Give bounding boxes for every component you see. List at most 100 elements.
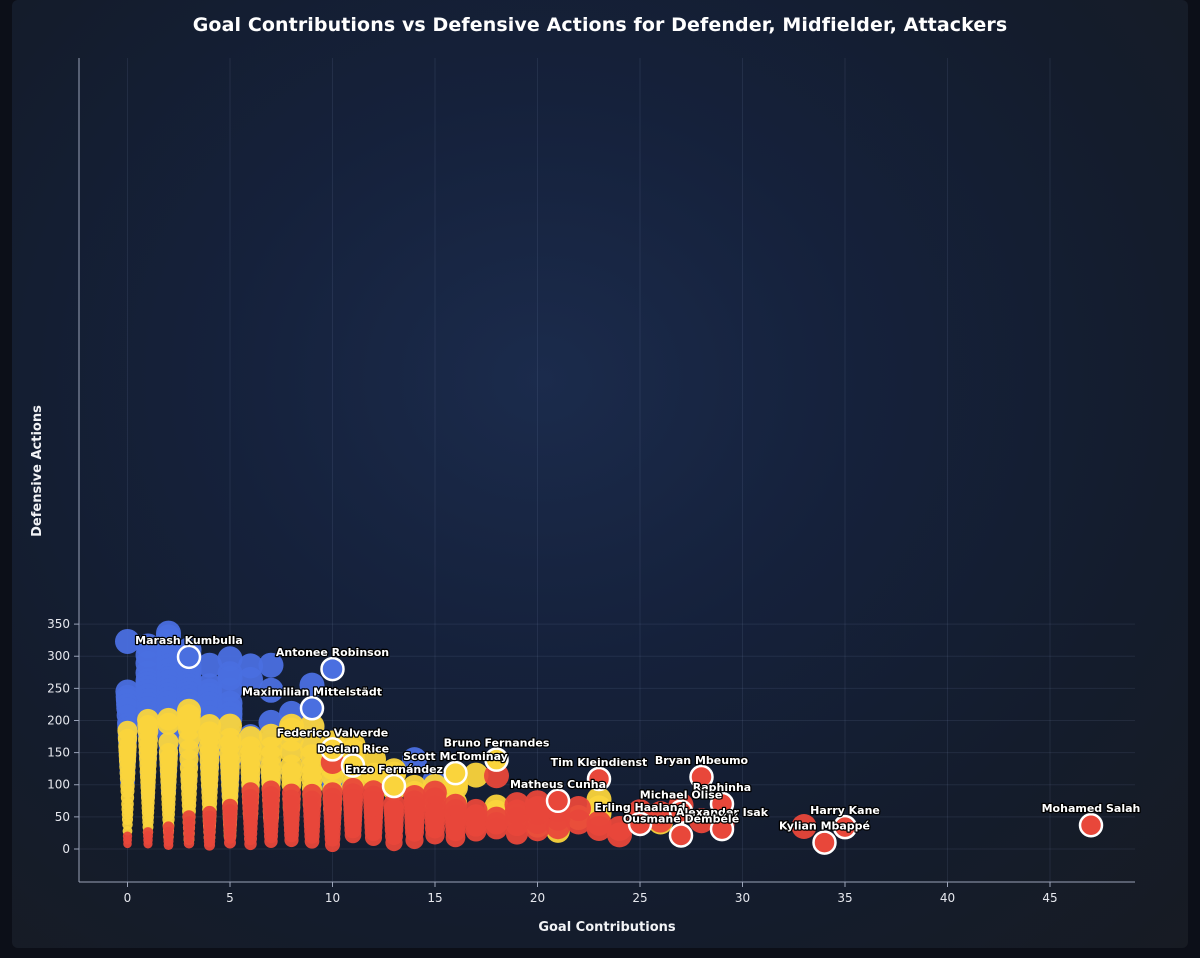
highlighted-point: [484, 747, 509, 772]
data-point-attacker: [261, 780, 281, 800]
highlighted-point: [709, 816, 735, 842]
highlighted-point: [299, 696, 325, 721]
data-point-attacker: [362, 780, 385, 803]
axes: 0 5 10 15 20 25 30 35 40 45 0 50 100 150 200 250 300 350: [47, 58, 1135, 905]
x-tick-label: 20: [530, 891, 545, 905]
player-label: Alexander Isak: [676, 806, 769, 819]
y-tick-label: 150: [47, 746, 70, 760]
player-label: Ousmane Dembélé: [623, 813, 739, 826]
highlighted-point: [586, 766, 612, 792]
data-point-attacker: [383, 793, 405, 815]
player-label: Enzo Fernández: [345, 763, 443, 776]
data-point-attacker: [162, 821, 175, 833]
highlighted-point: [320, 737, 345, 762]
highlighted-point: [1078, 812, 1104, 838]
y-axis-label: Defensive Actions: [30, 405, 45, 537]
y-tick-label: 100: [47, 778, 70, 792]
x-tick-label: 15: [427, 891, 442, 905]
series-attacker: [122, 750, 817, 853]
data-point-attacker: [281, 783, 302, 803]
data-point-attacker: [586, 815, 612, 841]
player-label: Maximilian Mittelstädt: [242, 685, 382, 698]
data-point-attacker: [342, 777, 364, 800]
data-point-defender: [258, 677, 284, 703]
data-point-defender: [115, 628, 140, 654]
highlighted-point: [545, 788, 571, 814]
data-point-attacker: [142, 827, 154, 838]
data-point-midfielder: [463, 762, 489, 788]
data-point-attacker: [443, 793, 468, 817]
data-point-defender: [238, 666, 263, 692]
highlighted-point: [668, 823, 694, 848]
y-tick-label: 200: [47, 713, 70, 727]
data-point-attacker: [403, 784, 426, 808]
player-label: Antonee Robinson: [276, 646, 389, 659]
highlighted-point: [627, 811, 653, 837]
x-axis-label: Goal Contributions: [538, 920, 676, 935]
highlighted-point: [689, 764, 714, 790]
player-label: Harry Kane: [810, 804, 880, 817]
data-point-attacker: [241, 782, 260, 801]
highlighted-point: [668, 799, 694, 824]
data-point-attacker: [322, 782, 343, 803]
data-point-attacker: [648, 807, 673, 833]
data-points: [115, 620, 817, 853]
x-tick-label: 30: [735, 891, 750, 905]
data-point-attacker: [202, 805, 217, 821]
grid-lines: [79, 58, 1135, 882]
point-labels: Marash Kumbulla Antonee Robinson Maximilia…: [134, 633, 1142, 855]
y-tick-label: 250: [47, 681, 70, 695]
highlighted-point: [443, 760, 468, 786]
data-point-attacker: [222, 798, 238, 815]
player-label: Federico Valverde: [277, 726, 388, 739]
y-tick-label: 50: [55, 810, 70, 824]
highlighted-point: [340, 753, 366, 778]
highlighted-point: [176, 644, 202, 670]
y-tick-label: 350: [47, 617, 70, 631]
player-label: Kylian Mbappé: [779, 820, 870, 833]
player-label: Bryan Mbeumo: [655, 754, 749, 767]
highlighted-point: [812, 830, 837, 855]
x-tick-label: 35: [837, 891, 852, 905]
player-label: Scott McTominay: [403, 750, 508, 763]
data-point-attacker: [302, 783, 322, 804]
data-point-attacker: [122, 831, 133, 841]
data-point-defender: [299, 672, 325, 698]
highlighted-point: [381, 773, 407, 799]
player-label: Erling Haaland: [595, 801, 686, 814]
data-point-attacker: [525, 799, 550, 825]
player-label: Bruno Fernandes: [444, 737, 550, 750]
highlighted-point: [320, 656, 345, 682]
player-label: Michael Olise: [640, 789, 722, 802]
player-label: Raphinha: [693, 781, 751, 794]
x-tick-label: 25: [632, 891, 647, 905]
y-tick-label: 300: [47, 649, 70, 663]
player-label: Mohamed Salah: [1042, 802, 1141, 815]
data-point-defender: [258, 652, 284, 678]
data-point-attacker: [566, 796, 591, 822]
player-label: Declan Rice: [317, 742, 389, 755]
player-label: Marash Kumbulla: [135, 634, 243, 647]
data-point-attacker: [791, 814, 817, 840]
data-point-defender: [197, 652, 222, 678]
data-point-attacker: [484, 806, 509, 830]
x-tick-label: 10: [325, 891, 340, 905]
x-tick-label: 5: [226, 891, 234, 905]
highlighted-point: [832, 814, 858, 840]
player-label: Matheus Cunha: [510, 778, 606, 791]
highlighted-point: [709, 791, 735, 817]
player-label: Tim Kleindienst: [551, 756, 648, 769]
data-point-defender: [402, 747, 427, 773]
x-tick-label: 0: [124, 891, 132, 905]
x-tick-label: 45: [1042, 891, 1057, 905]
data-point-attacker: [464, 798, 488, 823]
x-tick-label: 40: [940, 891, 955, 905]
data-point-attacker: [182, 810, 196, 824]
data-point-attacker: [504, 792, 530, 818]
data-point-attacker: [423, 780, 447, 805]
data-point-midfielder: [299, 713, 325, 739]
chart-title: Goal Contributions vs Defensive Actions …: [192, 14, 1008, 36]
data-point-attacker: [607, 822, 632, 848]
data-point-attacker: [689, 808, 714, 834]
